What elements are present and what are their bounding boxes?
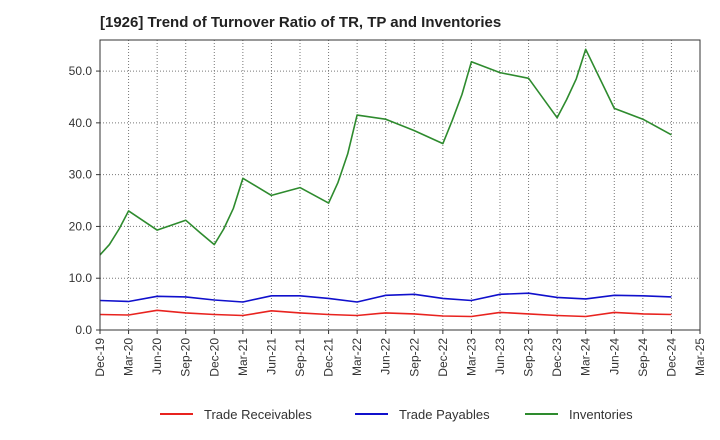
series-line-inventories bbox=[99, 48, 672, 256]
y-tick-label: 30.0 bbox=[69, 168, 93, 182]
axis-labels: Dec-19 Mar-20 Jun-20 Sep-20 Dec-20 Mar-21 Jun-… bbox=[69, 64, 707, 377]
chart-title: [1926] Trend of Turnover Ratio of TR, TP… bbox=[100, 14, 502, 31]
x-tick-label: Sep-20 bbox=[179, 338, 193, 377]
x-tick-label: Dec-23 bbox=[550, 338, 564, 377]
legend-label: Trade Receivables bbox=[204, 407, 312, 422]
y-tick-label: 40.0 bbox=[69, 116, 93, 130]
x-tick-label: Sep-24 bbox=[636, 338, 650, 377]
y-tick-label: 50.0 bbox=[69, 64, 93, 78]
x-tick-label: Jun-22 bbox=[379, 338, 393, 375]
x-tick-label: Dec-21 bbox=[322, 338, 336, 377]
x-tick-label: Mar-20 bbox=[122, 338, 136, 376]
x-tick-label: Mar-22 bbox=[350, 338, 364, 376]
x-tick-label: Sep-22 bbox=[407, 338, 421, 377]
y-tick-label: 10.0 bbox=[69, 271, 93, 285]
series-lines bbox=[99, 48, 672, 318]
x-tick-label: Mar-25 bbox=[693, 338, 707, 376]
legend-label: Inventories bbox=[569, 407, 633, 422]
plot-area-frame bbox=[99, 39, 701, 331]
legend: Trade Receivables Trade Payables Inventori… bbox=[160, 407, 633, 422]
x-tick-label: Mar-24 bbox=[579, 338, 593, 376]
series-line-trade-receivables bbox=[99, 309, 672, 318]
x-tick-label: Dec-20 bbox=[207, 338, 221, 377]
x-tick-label: Jun-21 bbox=[264, 338, 278, 375]
legend-label: Trade Payables bbox=[399, 407, 490, 422]
x-tick-label: Mar-23 bbox=[464, 338, 478, 376]
series-line-trade-payables bbox=[99, 292, 672, 303]
x-tick-label: Dec-22 bbox=[436, 338, 450, 377]
x-tick-label: Sep-21 bbox=[293, 338, 307, 377]
x-tick-label: Sep-23 bbox=[522, 338, 536, 377]
x-tick-label: Jun-23 bbox=[493, 338, 507, 375]
x-tick-label: Jun-24 bbox=[607, 338, 621, 375]
x-tick-label: Dec-24 bbox=[664, 338, 678, 377]
y-tick-label: 0.0 bbox=[75, 323, 92, 337]
y-tick-label: 20.0 bbox=[69, 219, 93, 233]
grid-lines bbox=[100, 40, 700, 330]
x-tick-label: Jun-20 bbox=[150, 338, 164, 375]
x-tick-label: Dec-19 bbox=[93, 338, 107, 377]
x-tick-label: Mar-21 bbox=[236, 338, 250, 376]
